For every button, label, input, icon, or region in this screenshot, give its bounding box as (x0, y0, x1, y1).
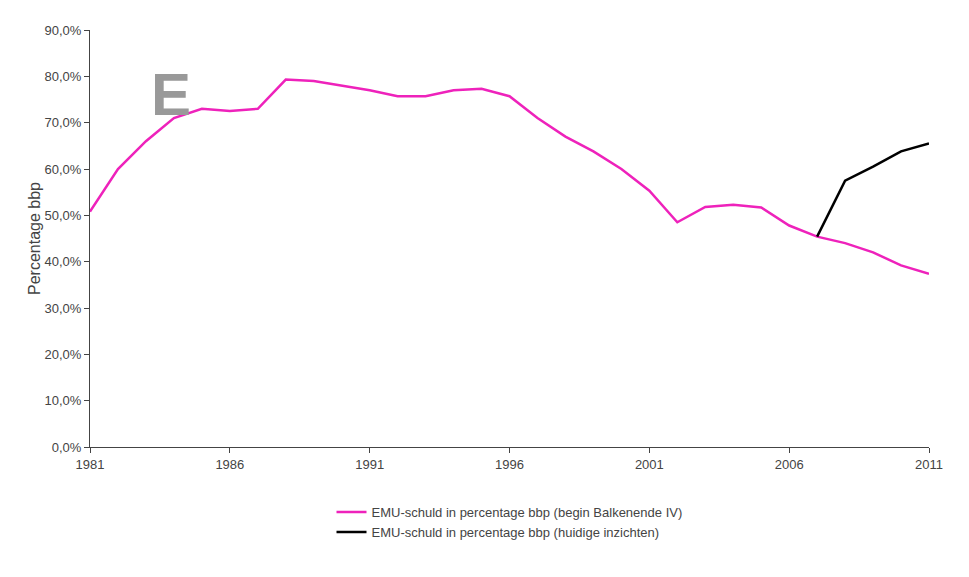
svg-text:E: E (151, 61, 191, 128)
svg-text:60,0%: 60,0% (45, 162, 82, 177)
svg-text:EMU-schuld in percentage bbp (: EMU-schuld in percentage bbp (begin Balk… (372, 505, 683, 520)
svg-text:2001: 2001 (635, 457, 664, 472)
svg-text:2011: 2011 (915, 457, 943, 472)
svg-text:30,0%: 30,0% (45, 301, 82, 316)
svg-text:20,0%: 20,0% (45, 347, 82, 362)
svg-text:EMU-schuld in percentage bbp (: EMU-schuld in percentage bbp (huidige in… (372, 525, 660, 540)
svg-text:2006: 2006 (775, 457, 804, 472)
svg-text:1991: 1991 (355, 457, 384, 472)
svg-text:40,0%: 40,0% (45, 254, 82, 269)
svg-text:70,0%: 70,0% (45, 115, 82, 130)
svg-text:50,0%: 50,0% (45, 208, 82, 223)
svg-text:10,0%: 10,0% (45, 393, 82, 408)
svg-text:90,0%: 90,0% (45, 23, 82, 38)
svg-text:0,0%: 0,0% (52, 440, 82, 455)
svg-text:Percentage bbp: Percentage bbp (26, 182, 43, 295)
svg-text:1996: 1996 (495, 457, 524, 472)
svg-text:1981: 1981 (76, 457, 105, 472)
svg-text:1986: 1986 (215, 457, 244, 472)
svg-text:80,0%: 80,0% (45, 69, 82, 84)
